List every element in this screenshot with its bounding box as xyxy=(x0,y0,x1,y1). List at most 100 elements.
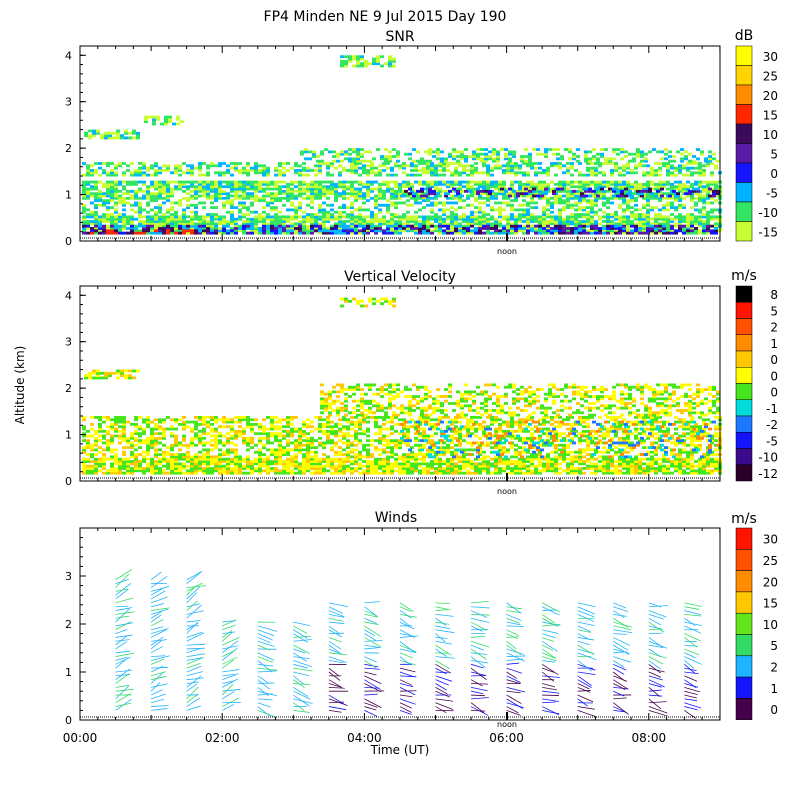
heatmap-cell xyxy=(620,194,624,198)
heatmap-cell xyxy=(646,208,650,212)
heatmap-cell xyxy=(114,201,118,205)
heatmap-cell xyxy=(614,460,618,463)
heatmap-cell xyxy=(94,185,98,189)
heatmap-cell xyxy=(98,457,102,461)
heatmap-cell xyxy=(174,460,178,463)
heatmap-cell xyxy=(678,224,682,228)
heatmap-cell xyxy=(610,201,614,205)
heatmap-cell xyxy=(414,467,418,470)
heatmap-cell xyxy=(318,208,322,212)
heatmap-cell xyxy=(690,229,694,233)
heatmap-cell xyxy=(394,464,398,468)
heatmap-cell xyxy=(434,220,438,223)
heatmap-cell xyxy=(640,194,644,198)
heatmap-cell xyxy=(386,471,390,475)
heatmap-cell xyxy=(450,460,454,463)
heatmap-cell xyxy=(306,227,310,230)
heatmap-cell xyxy=(222,469,226,473)
heatmap-cell xyxy=(286,169,290,172)
heatmap-cell xyxy=(258,182,262,186)
heatmap-cell xyxy=(674,224,678,228)
heatmap-cell xyxy=(180,120,184,124)
heatmap-cell xyxy=(430,203,434,207)
heatmap-cell xyxy=(340,152,344,156)
heatmap-cell xyxy=(594,182,598,186)
heatmap-cell xyxy=(490,196,494,200)
heatmap-cell xyxy=(606,469,610,473)
heatmap-cell xyxy=(418,469,422,473)
heatmap-cell xyxy=(238,196,242,200)
heatmap-cell xyxy=(88,129,92,133)
heatmap-cell xyxy=(422,460,426,463)
heatmap-cell xyxy=(330,224,334,228)
heatmap-cell xyxy=(410,462,414,466)
heatmap-cell xyxy=(600,155,604,158)
heatmap-cell xyxy=(634,187,638,191)
heatmap-cell xyxy=(122,220,126,223)
heatmap-cell xyxy=(226,222,230,226)
heatmap-cell xyxy=(206,229,210,233)
heatmap-cell xyxy=(154,467,158,470)
heatmap-cell xyxy=(562,224,566,228)
heatmap-cell xyxy=(94,222,98,226)
heatmap-cell xyxy=(586,180,590,184)
heatmap-cell xyxy=(492,159,496,163)
heatmap-cell xyxy=(660,194,664,198)
heatmap-cell xyxy=(218,464,222,468)
heatmap-cell xyxy=(610,222,614,226)
heatmap-cell xyxy=(258,185,262,189)
heatmap-cell xyxy=(194,227,198,230)
heatmap-cell xyxy=(534,227,538,230)
heatmap-cell xyxy=(646,203,650,207)
heatmap-cell xyxy=(602,203,606,207)
heatmap-cell xyxy=(178,180,182,184)
heatmap-cell xyxy=(562,208,566,212)
heatmap-cell xyxy=(376,62,380,66)
heatmap-cell xyxy=(398,215,402,219)
heatmap-cell xyxy=(378,208,382,212)
heatmap-cell xyxy=(518,227,522,230)
heatmap-cell xyxy=(194,467,198,470)
heatmap-cell xyxy=(254,185,258,189)
heatmap-cell xyxy=(390,189,394,193)
heatmap-cell xyxy=(190,222,194,226)
heatmap-cell xyxy=(618,171,622,175)
heatmap-cell xyxy=(618,173,622,177)
heatmap-cell xyxy=(118,457,122,461)
heatmap-cell xyxy=(434,462,438,466)
heatmap-cell xyxy=(174,471,178,475)
heatmap-cell xyxy=(522,208,526,212)
heatmap-cell xyxy=(474,162,478,165)
heatmap-cell xyxy=(378,460,382,463)
heatmap-cell xyxy=(384,148,388,151)
heatmap-cell xyxy=(262,180,266,184)
heatmap-cell xyxy=(694,217,698,221)
heatmap-cell xyxy=(394,180,398,184)
heatmap-cell xyxy=(134,180,138,184)
heatmap-cell xyxy=(90,227,94,230)
heatmap-cell xyxy=(354,164,358,168)
heatmap-cell xyxy=(478,462,482,466)
heatmap-cell xyxy=(326,217,330,221)
heatmap-cell xyxy=(214,222,218,226)
heatmap-cell xyxy=(238,215,242,219)
heatmap-cell xyxy=(594,471,598,475)
heatmap-cell xyxy=(576,155,580,158)
heatmap-cell xyxy=(214,187,218,191)
heatmap-cell xyxy=(482,460,486,463)
heatmap-cell xyxy=(222,471,226,475)
heatmap-cell xyxy=(86,166,90,170)
heatmap-cell xyxy=(342,196,346,200)
heatmap-cell xyxy=(578,457,582,461)
heatmap-cell xyxy=(546,201,550,205)
heatmap-cell xyxy=(504,148,508,151)
heatmap-cell xyxy=(606,229,610,233)
heatmap-cell xyxy=(202,182,206,186)
heatmap-cell xyxy=(490,185,494,189)
heatmap-cell xyxy=(142,457,146,461)
heatmap-cell xyxy=(82,220,86,223)
heatmap-cell xyxy=(442,213,446,216)
heatmap-cell xyxy=(452,187,456,191)
heatmap-cell xyxy=(694,182,698,186)
heatmap-cell xyxy=(190,166,194,170)
